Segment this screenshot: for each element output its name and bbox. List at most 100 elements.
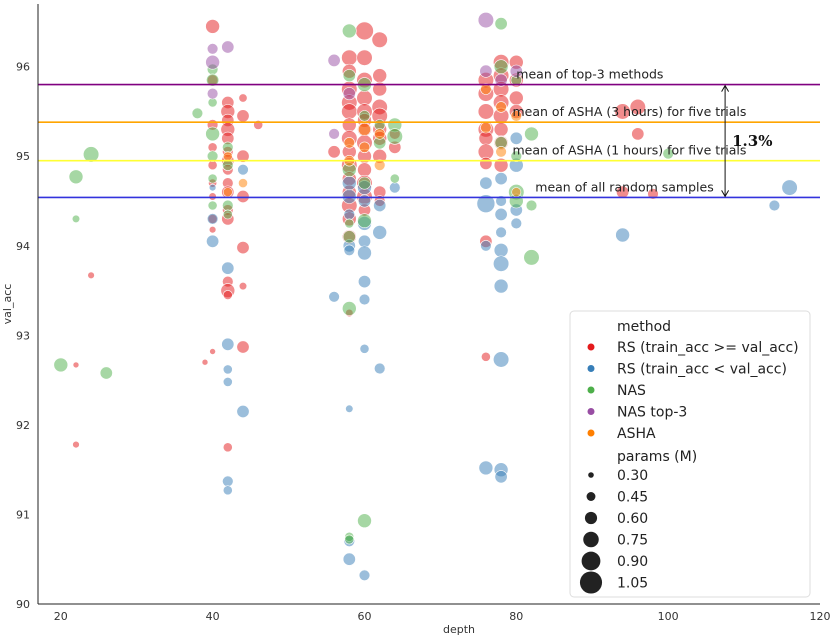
point-rs-lt-26 xyxy=(358,293,371,306)
point-nas-29 xyxy=(357,513,372,529)
x-tick-label-100: 100 xyxy=(658,610,679,623)
point-nas-11 xyxy=(207,173,218,184)
x-tick-label-80: 80 xyxy=(509,610,523,623)
x-axis-title: depth xyxy=(443,623,475,636)
legend-size-marker-2 xyxy=(584,511,598,525)
point-rs-lt-4 xyxy=(221,337,235,351)
point-rs-ge-0 xyxy=(72,361,80,369)
point-nas-22 xyxy=(341,301,357,316)
point-nas-13 xyxy=(222,141,234,154)
gap-label: 1.3% xyxy=(732,132,772,150)
point-rs-ge-83 xyxy=(478,131,494,146)
point-nas-top3-4 xyxy=(327,53,341,67)
point-asha-12 xyxy=(495,101,507,113)
y-tick-label-91: 91 xyxy=(16,508,30,521)
point-rs-lt-13 xyxy=(341,189,357,204)
point-rs-ge-85 xyxy=(479,156,493,170)
legend-size-marker-3 xyxy=(583,531,599,548)
legend-size-title: params (M) xyxy=(617,449,697,465)
gap-arrow-head-bottom xyxy=(721,190,730,198)
point-nas-top3-0 xyxy=(206,43,219,55)
point-rs-lt-51 xyxy=(615,227,630,243)
x-tick-label-40: 40 xyxy=(206,610,220,623)
point-rs-lt-30 xyxy=(372,225,388,240)
point-nas-43 xyxy=(525,199,538,212)
point-nas-45 xyxy=(662,147,674,160)
point-rs-lt-27 xyxy=(359,343,370,354)
x-tick-label-120: 120 xyxy=(810,610,830,623)
point-rs-lt-14 xyxy=(343,208,355,221)
point-rs-lt-9 xyxy=(237,164,249,176)
point-rs-ge-11 xyxy=(208,192,217,201)
point-rs-lt-16 xyxy=(343,244,355,257)
point-rs-lt-12 xyxy=(341,175,357,191)
point-asha-0 xyxy=(222,151,233,162)
point-rs-lt-8 xyxy=(222,485,233,496)
point-nas-34 xyxy=(389,173,400,184)
point-rs-lt-24 xyxy=(357,245,372,261)
axes: 20 40 60 80 100 120 90 91 92 93 94 95 96 depth val_acc xyxy=(1,4,830,636)
point-rs-lt-11 xyxy=(328,291,340,303)
legend-marker-3 xyxy=(587,408,595,415)
point-rs-ge-30 xyxy=(238,93,248,103)
point-rs-lt-10 xyxy=(236,404,250,418)
data-points xyxy=(53,12,798,581)
point-nas-top3-2 xyxy=(206,87,219,100)
point-rs-lt-2 xyxy=(206,234,220,248)
point-rs-ge-62 xyxy=(357,162,372,177)
point-asha-14 xyxy=(511,187,522,197)
point-nas-17 xyxy=(341,23,357,39)
legend-label-3: NAS top-3 xyxy=(617,405,687,421)
point-rs-lt-42 xyxy=(493,255,510,272)
point-rs-lt-40 xyxy=(495,226,507,239)
point-nas-top3-9 xyxy=(494,73,508,87)
point-rs-lt-32 xyxy=(389,181,401,194)
point-rs-ge-31 xyxy=(236,109,250,123)
y-tick-label-90: 90 xyxy=(16,598,30,611)
point-asha-5 xyxy=(357,122,371,136)
point-rs-ge-101 xyxy=(616,185,630,199)
point-asha-7 xyxy=(374,159,386,171)
legend-label-1: RS (train_acc < val_acc) xyxy=(617,362,787,378)
mean-line-label-0: mean of top-3 methods xyxy=(516,67,663,82)
point-rs-lt-47 xyxy=(509,131,523,145)
point-nas-28 xyxy=(357,213,372,228)
point-nas-10 xyxy=(206,150,219,162)
point-rs-ge-100 xyxy=(614,103,631,120)
mean-line-label-3: mean of all random samples xyxy=(535,179,713,194)
point-rs-lt-46 xyxy=(494,470,508,484)
point-nas-44 xyxy=(523,249,540,266)
point-nas-top3-7 xyxy=(477,12,495,29)
point-rs-ge-98 xyxy=(508,90,524,106)
point-rs-ge-29 xyxy=(222,442,233,453)
point-rs-ge-68 xyxy=(372,81,388,97)
legend-size-label-3: 0.75 xyxy=(617,533,648,549)
point-nas-36 xyxy=(493,59,509,74)
point-nas-7 xyxy=(206,73,220,87)
point-nas-top3-6 xyxy=(342,87,356,101)
legend-marker-0 xyxy=(587,343,595,351)
point-nas-top3-1 xyxy=(205,54,220,70)
legend-size-label-1: 0.45 xyxy=(617,490,648,506)
point-rs-lt-38 xyxy=(495,195,507,207)
point-rs-lt-6 xyxy=(222,376,233,387)
x-tick-label-20: 20 xyxy=(54,610,68,623)
point-rs-lt-29 xyxy=(373,199,387,213)
point-rs-ge-102 xyxy=(629,98,646,116)
point-rs-lt-43 xyxy=(493,278,509,294)
point-rs-lt-7 xyxy=(222,475,234,487)
point-rs-lt-52 xyxy=(768,199,781,212)
legend-label-0: RS (train_acc >= val_acc) xyxy=(617,340,799,356)
point-rs-lt-34 xyxy=(476,194,496,213)
mean-lines: mean of top-3 methods mean of ASHA (3 hou… xyxy=(38,67,820,199)
y-tick-label-94: 94 xyxy=(16,240,30,253)
point-rs-lt-5 xyxy=(222,364,233,375)
point-nas-24 xyxy=(344,534,355,545)
point-rs-lt-50 xyxy=(510,217,522,230)
legend-marker-2 xyxy=(587,386,595,394)
mean-line-label-2: mean of ASHA (1 hours) for five trials xyxy=(513,143,747,158)
point-rs-lt-0 xyxy=(208,183,217,192)
point-nas-15 xyxy=(222,199,234,212)
point-nas-16 xyxy=(222,209,233,220)
point-rs-lt-36 xyxy=(478,460,494,476)
